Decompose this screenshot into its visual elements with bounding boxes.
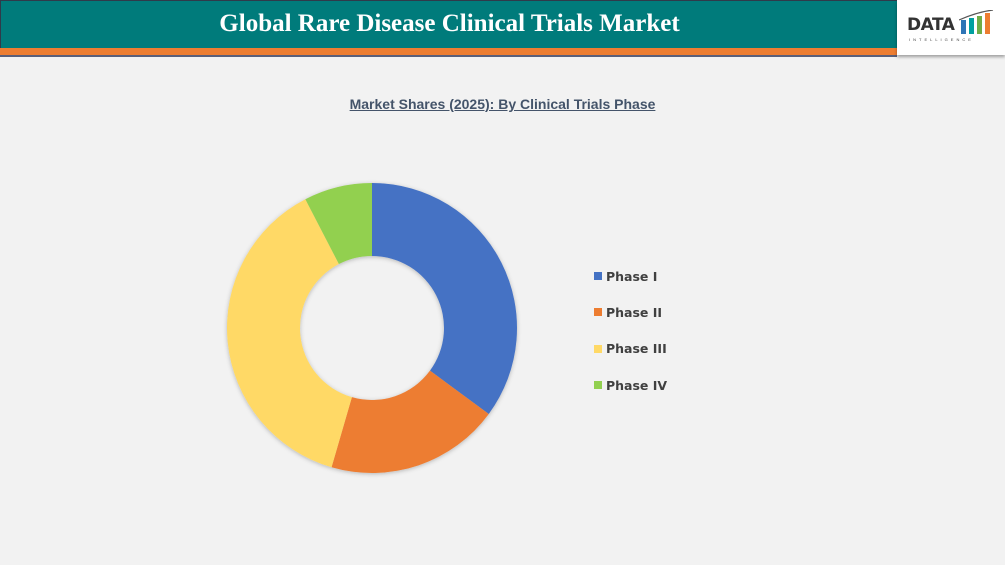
legend-swatch [594, 272, 602, 281]
donut-slice-phase-ii [331, 370, 489, 473]
chart-legend: Phase I Phase II Phase III Phase IV [594, 258, 667, 403]
legend-item: Phase II [594, 294, 667, 330]
logo-text: DATA [907, 15, 955, 35]
legend-label: Phase III [606, 341, 667, 357]
donut-slice-phase-iii [227, 199, 352, 468]
accent-bar [0, 48, 897, 57]
donut-slice-phase-iv [305, 183, 372, 265]
page-title: Global Rare Disease Clinical Trials Mark… [219, 10, 680, 37]
legend-swatch [594, 381, 602, 390]
logo: DATA INTELLIGENCE [897, 0, 1005, 55]
chart-title: Market Shares (2025): By Clinical Trials… [349, 96, 656, 112]
donut-slice-phase-i [372, 183, 517, 414]
legend-swatch [594, 344, 602, 353]
legend-label: Phase IV [606, 377, 668, 393]
logo-subtext: INTELLIGENCE [909, 37, 974, 42]
header-banner: Global Rare Disease Clinical Trials Mark… [0, 0, 897, 48]
legend-item: Phase I [594, 258, 667, 294]
legend-swatch [594, 308, 602, 317]
legend-item: Phase III [594, 331, 667, 367]
legend-label: Phase I [606, 268, 658, 284]
legend-item: Phase IV [594, 367, 667, 403]
bar-chart-logo-icon [959, 10, 994, 34]
legend-label: Phase II [606, 304, 663, 320]
